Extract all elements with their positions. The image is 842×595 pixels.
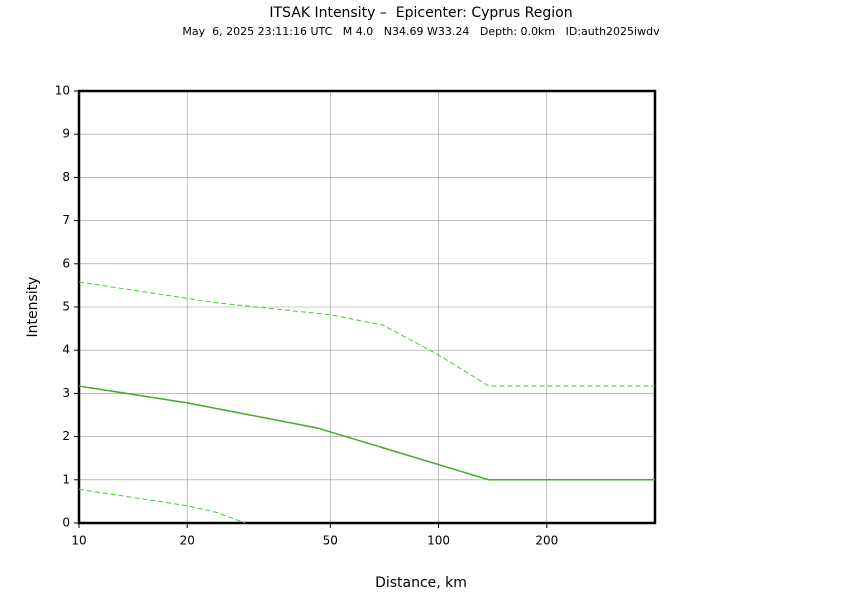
y-tick-label: 5 — [62, 300, 70, 314]
y-tick-label: 0 — [62, 516, 70, 530]
y-axis-label: Intensity — [25, 277, 41, 338]
y-tick-label: 8 — [62, 170, 70, 184]
series-line — [78, 281, 655, 387]
x-tick-label: 200 — [535, 534, 558, 548]
y-tick-label: 3 — [62, 386, 70, 400]
x-tick-label: 50 — [323, 534, 338, 548]
x-tick-label: 10 — [71, 534, 86, 548]
x-axis-label: Distance, km — [375, 575, 467, 591]
x-tick-label: 20 — [180, 534, 195, 548]
y-tick-label: 4 — [62, 343, 70, 357]
y-tick-label: 9 — [62, 127, 70, 141]
y-tick-label: 6 — [62, 256, 70, 270]
y-tick-label: 7 — [62, 213, 70, 227]
y-tick-label: 2 — [62, 429, 70, 443]
y-tick-label: 10 — [55, 84, 70, 98]
chart-title: ITSAK Intensity – Epicenter: Cyprus Regi… — [269, 5, 572, 21]
y-tick-label: 1 — [62, 472, 70, 486]
series-line — [78, 385, 655, 481]
plot-frame — [77, 89, 657, 525]
x-tick-label: 100 — [427, 534, 450, 548]
series-line — [78, 488, 246, 524]
chart-subtitle: May 6, 2025 23:11:16 UTC M 4.0 N34.69 W3… — [182, 25, 660, 38]
